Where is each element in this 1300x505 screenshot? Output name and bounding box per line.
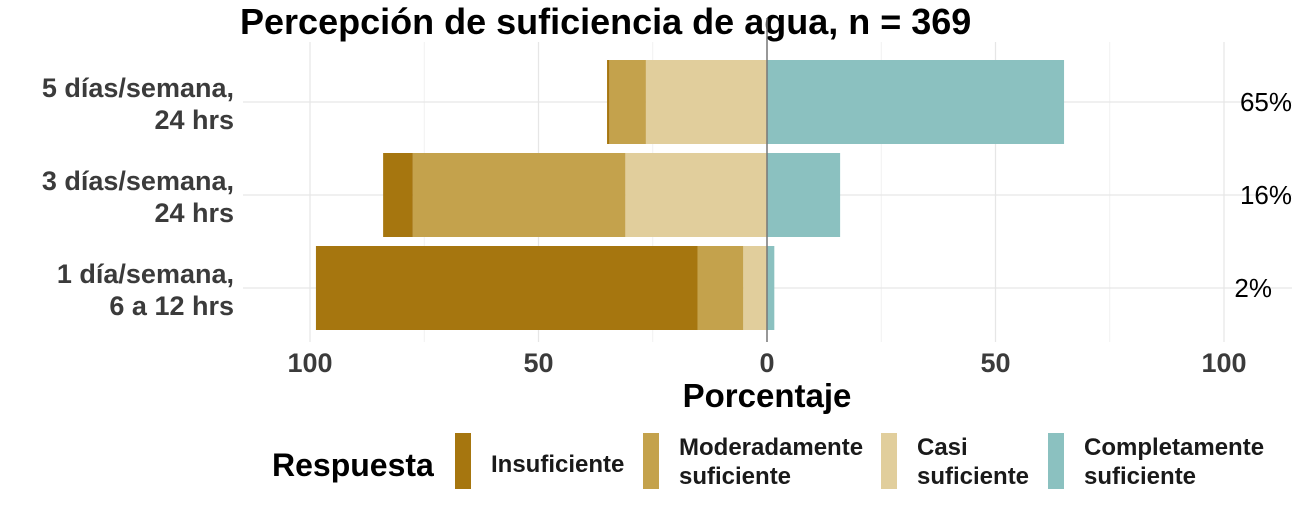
category-label-line: 1 día/semana, <box>57 259 234 289</box>
percent-label: 2% <box>1234 273 1272 303</box>
category-label-line: 24 hrs <box>154 105 234 135</box>
legend-label-line: Casi <box>917 434 968 461</box>
chart-title: Percepción de suficiencia de agua, n = 3… <box>240 1 971 42</box>
bar-segment <box>625 153 767 237</box>
legend-label-line: suficiente <box>679 463 791 490</box>
bar-segment <box>767 60 1065 144</box>
legend-label-line: Moderadamente <box>679 434 863 461</box>
legend-swatch <box>643 433 659 489</box>
bar-segment <box>609 60 646 144</box>
legend-label: Casi suficiente <box>917 434 1029 490</box>
bar-segment <box>412 153 626 237</box>
legend-label-line: Completamente <box>1084 434 1264 461</box>
legend-label: Moderadamente suficiente <box>679 434 863 490</box>
legend-title: Respuesta <box>272 447 434 483</box>
legend-label-line: suficiente <box>917 463 1029 490</box>
legend-label-line: Insuficiente <box>491 451 624 478</box>
category-label: 1 día/semana, 6 a 12 hrs <box>57 259 234 321</box>
bar-segment <box>767 153 841 237</box>
bar-segment <box>743 246 767 330</box>
x-tick-labels: 100 50 0 50 100 <box>287 348 1246 378</box>
x-tick-label: 100 <box>1201 348 1246 378</box>
category-label-line: 5 días/semana, <box>42 73 234 103</box>
bar-segment <box>645 60 767 144</box>
x-tick-label: 0 <box>759 348 774 378</box>
percent-label: 65% <box>1240 87 1292 117</box>
legend-swatch <box>455 433 471 489</box>
legend-label: Completamente suficiente <box>1084 434 1264 490</box>
category-label-line: 6 a 12 hrs <box>109 291 234 321</box>
percent-labels: 65% 16% 2% <box>1234 87 1292 303</box>
bars <box>315 60 1065 330</box>
legend-swatch <box>881 433 897 489</box>
bar-segment <box>767 246 775 330</box>
legend-swatch <box>1048 433 1064 489</box>
category-label-line: 3 días/semana, <box>42 166 234 196</box>
bar-segment <box>697 246 744 330</box>
x-tick-label: 50 <box>523 348 553 378</box>
x-tick-label: 50 <box>980 348 1010 378</box>
percent-label: 16% <box>1240 180 1292 210</box>
x-tick-label: 100 <box>287 348 332 378</box>
bar-segment <box>383 153 413 237</box>
category-label: 5 días/semana, 24 hrs <box>42 73 234 135</box>
x-axis-label: Porcentaje <box>683 377 852 414</box>
bar-segment <box>315 246 698 330</box>
category-label-line: 24 hrs <box>154 198 234 228</box>
legend-label: Insuficiente <box>491 451 624 478</box>
category-label: 3 días/semana, 24 hrs <box>42 166 234 228</box>
legend-label-line: suficiente <box>1084 463 1196 490</box>
bar-segment <box>607 60 610 144</box>
